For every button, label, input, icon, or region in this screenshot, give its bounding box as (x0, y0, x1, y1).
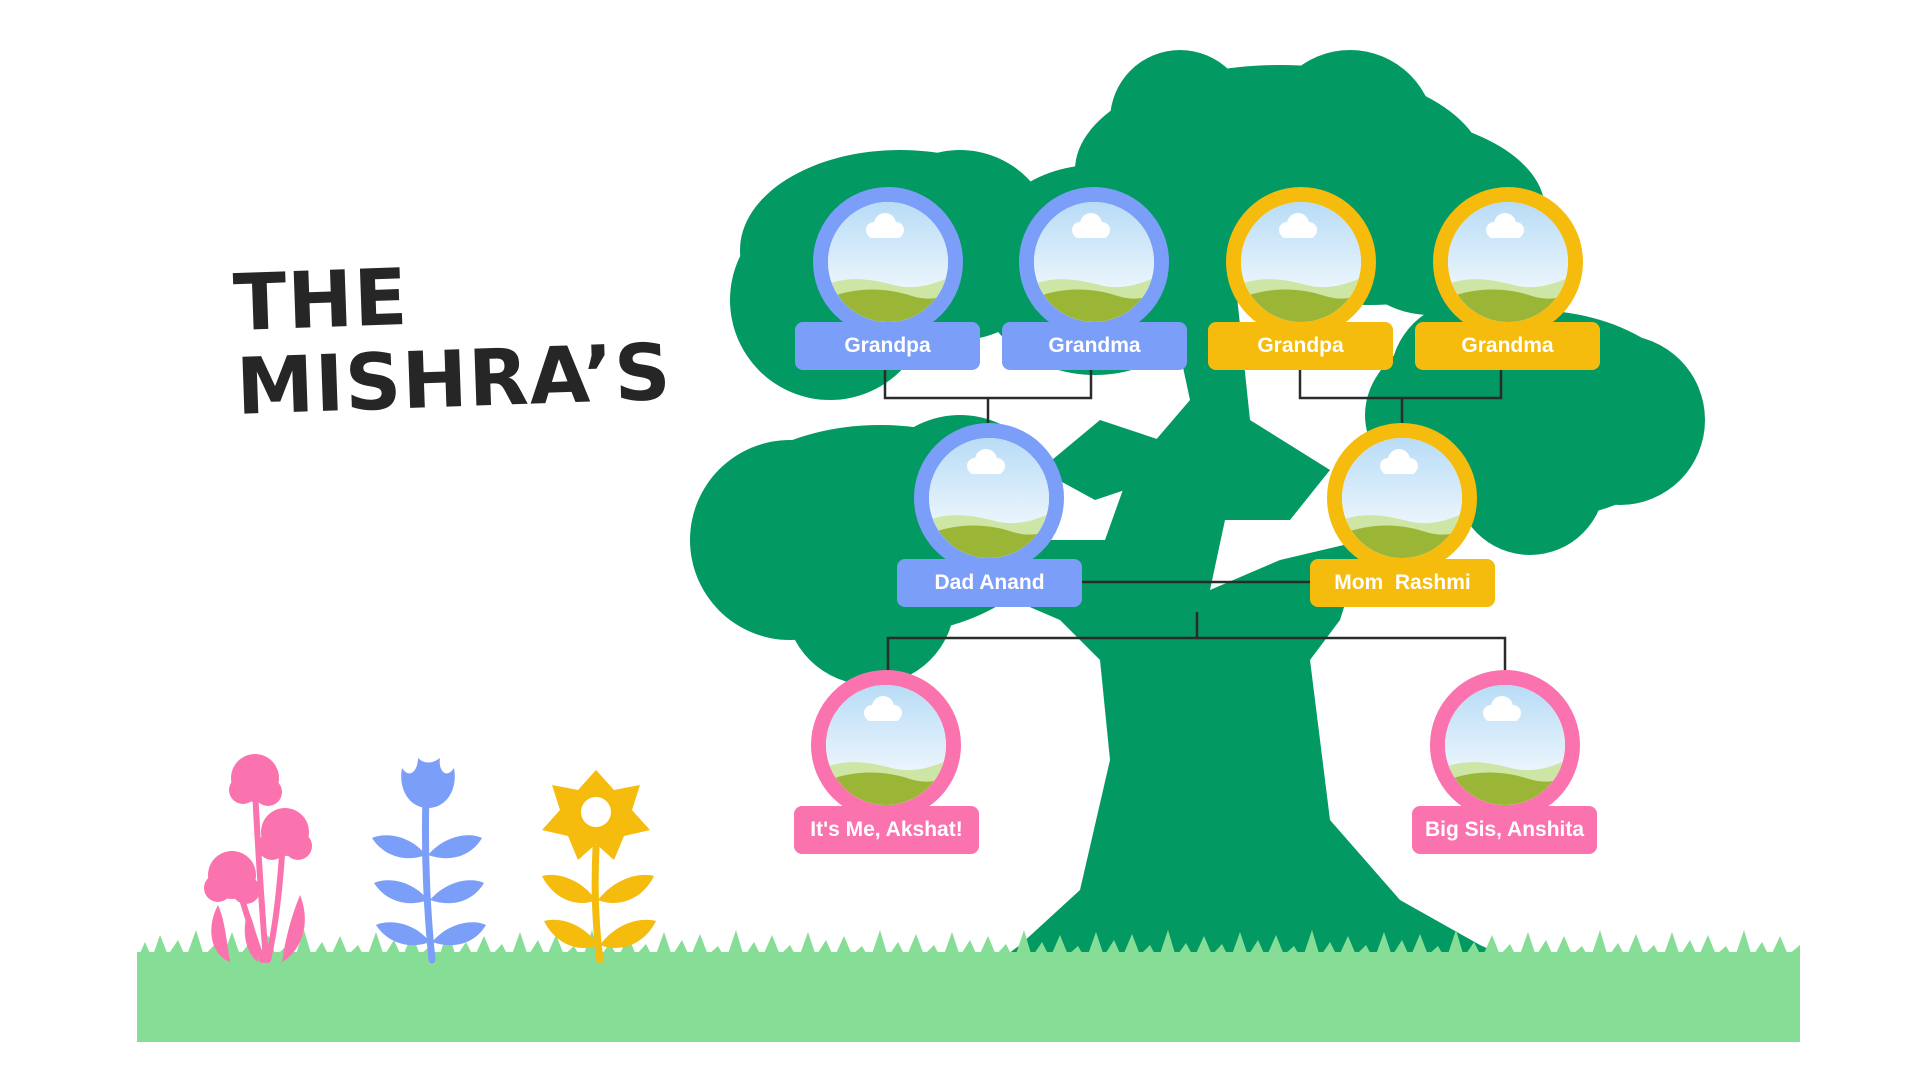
cloud-icon (866, 213, 904, 238)
title-line-2: MISHRA’S (234, 327, 673, 433)
photo-sister[interactable] (1430, 670, 1580, 820)
landscape-placeholder-icon (828, 202, 948, 322)
photo-mom[interactable] (1327, 423, 1477, 573)
cloud-icon (864, 696, 902, 721)
cloud-icon (967, 449, 1005, 474)
landscape-placeholder-icon (1241, 202, 1361, 322)
photo-maternal-grandma[interactable] (1433, 187, 1583, 337)
cloud-icon (1279, 213, 1317, 238)
yellow-flower-icon (542, 770, 656, 964)
label-dad: Dad Anand (897, 559, 1082, 607)
landscape-placeholder-icon (1448, 202, 1568, 322)
photo-self[interactable] (811, 670, 961, 820)
photo-paternal-grandpa[interactable] (813, 187, 963, 337)
label-sister: Big Sis, Anshita (1412, 806, 1597, 854)
grass (137, 930, 1800, 1042)
landscape-placeholder-icon (1034, 202, 1154, 322)
cloud-icon (1072, 213, 1110, 238)
label-paternal-grandma: Grandma (1002, 322, 1187, 370)
label-mom: Mom Rashmi (1310, 559, 1495, 607)
blue-flower-icon (372, 758, 486, 964)
landscape-placeholder-icon (826, 685, 946, 805)
tree-trunk (960, 230, 1545, 990)
pink-flower-icon (204, 754, 312, 963)
landscape-placeholder-icon (1445, 685, 1565, 805)
cloud-icon (1483, 696, 1521, 721)
label-maternal-grandpa: Grandpa (1208, 322, 1393, 370)
photo-paternal-grandma[interactable] (1019, 187, 1169, 337)
landscape-placeholder-icon (1342, 438, 1462, 558)
family-connectors (883, 370, 1507, 670)
page-title: THE MISHRA’S (232, 247, 673, 433)
photo-maternal-grandpa[interactable] (1226, 187, 1376, 337)
landscape-placeholder-icon (929, 438, 1049, 558)
label-self: It's Me, Akshat! (794, 806, 979, 854)
label-maternal-grandma: Grandma (1415, 322, 1600, 370)
cloud-icon (1486, 213, 1524, 238)
cloud-icon (1380, 449, 1418, 474)
photo-dad[interactable] (914, 423, 1064, 573)
label-paternal-grandpa: Grandpa (795, 322, 980, 370)
